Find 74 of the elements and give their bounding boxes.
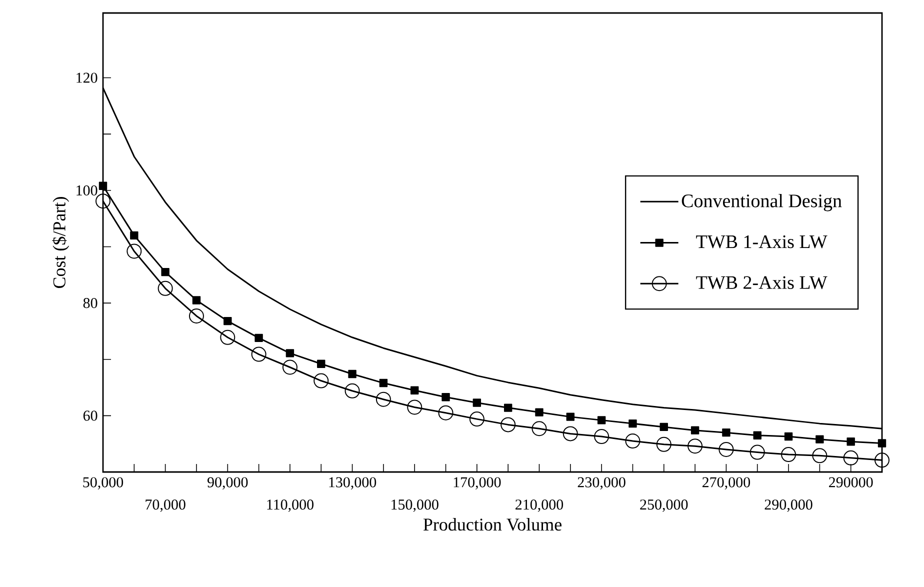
- x-tick-label: 110,000: [267, 500, 314, 512]
- y-tick-label: 80: [83, 298, 98, 308]
- y-axis-title: Cost ($/Part): [52, 197, 70, 288]
- point: [500, 417, 516, 432]
- point: [224, 316, 232, 326]
- point: [812, 448, 828, 464]
- point: [843, 450, 858, 466]
- point: [874, 452, 890, 468]
- point: [220, 330, 236, 345]
- x-tick-label: 150,000: [392, 500, 438, 512]
- point: [690, 426, 700, 434]
- point: [628, 419, 637, 428]
- point: [130, 231, 138, 240]
- point: [407, 400, 422, 415]
- point: [878, 439, 886, 448]
- point: [535, 408, 544, 416]
- point: [286, 349, 294, 358]
- x-tick-label: 270,000: [702, 477, 750, 490]
- point: [254, 334, 263, 342]
- x-tick-label: 170,000: [454, 477, 501, 490]
- x-tick-label: 230,000: [578, 477, 626, 490]
- point: [96, 194, 110, 209]
- x-tick-label: 250,000: [640, 500, 688, 512]
- point: [344, 383, 360, 398]
- point: [158, 280, 173, 296]
- point: [597, 416, 606, 424]
- x-tick-label: 290000: [829, 477, 873, 488]
- legend-label: Conventional Design: [682, 194, 842, 212]
- point: [846, 437, 855, 446]
- point: [718, 442, 734, 457]
- point: [442, 392, 450, 402]
- point: [314, 373, 329, 388]
- point: [566, 412, 575, 421]
- point: [317, 360, 326, 368]
- point: [251, 346, 266, 362]
- x-tick-label: 50,000: [83, 477, 124, 490]
- point: [379, 378, 388, 388]
- point: [625, 434, 640, 449]
- point: [784, 432, 793, 441]
- point: [410, 386, 419, 394]
- point: [126, 244, 142, 259]
- y-tick-label: 120: [76, 72, 98, 83]
- point: [98, 182, 108, 190]
- x-tick-label: 90,000: [208, 477, 248, 490]
- point: [816, 435, 824, 444]
- point: [722, 428, 730, 437]
- point: [192, 296, 201, 304]
- legend-label: TWB 2-Axis LW: [696, 276, 828, 290]
- point: [660, 422, 668, 432]
- x-axis-title: Production Volume: [423, 518, 562, 531]
- point: [282, 360, 298, 375]
- point: [376, 392, 391, 407]
- point: [781, 447, 796, 462]
- y-tick-label: 100: [76, 185, 98, 196]
- point: [750, 444, 765, 460]
- point: [438, 405, 454, 420]
- point: [656, 436, 672, 452]
- x-tick-label: 130,000: [329, 477, 376, 490]
- x-tick-label: 70,000: [146, 500, 186, 512]
- point: [469, 412, 484, 427]
- point: [188, 308, 204, 324]
- point: [472, 398, 482, 407]
- point: [504, 404, 512, 412]
- legend-label: TWB 1-Axis LW: [696, 235, 828, 248]
- point: [161, 268, 170, 276]
- point: [532, 421, 547, 436]
- point: [688, 438, 703, 454]
- point: [594, 429, 610, 444]
- point: [753, 431, 762, 440]
- point: [348, 370, 356, 378]
- y-tick-label: 60: [83, 410, 98, 421]
- x-tick-label: 290,000: [764, 500, 812, 512]
- x-tick-label: 210,000: [516, 500, 564, 512]
- point: [562, 426, 578, 442]
